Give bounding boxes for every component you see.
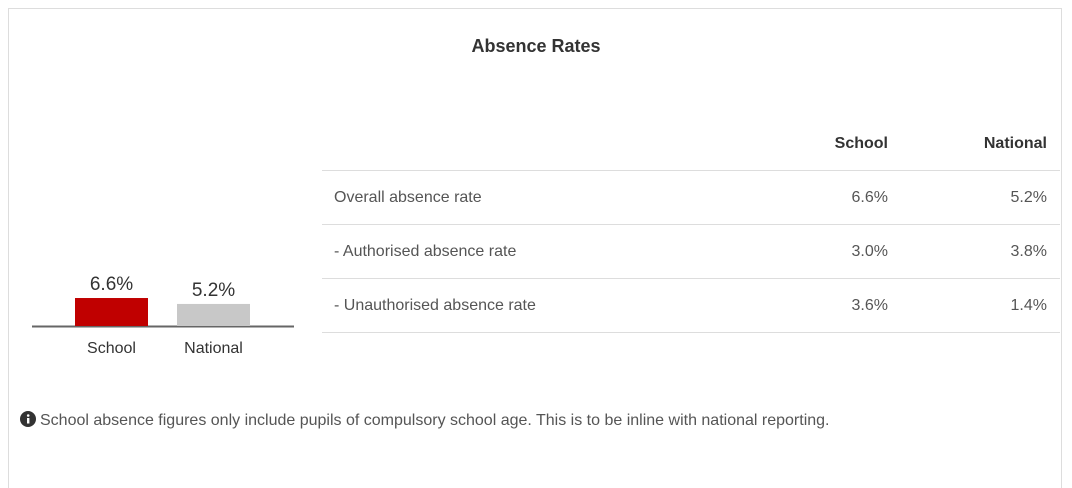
bar-chart: 6.6% School 5.2% National	[32, 274, 294, 357]
row-label: - Authorised absence rate	[334, 243, 517, 260]
info-note: School absence figures only include pupi…	[20, 405, 1020, 436]
cell-value: 3.0%	[851, 243, 888, 260]
table-header: School National	[322, 124, 1060, 171]
table-row: - Unauthorised absence rate 3.6% 1.4%	[322, 279, 1060, 333]
info-icon	[20, 411, 36, 427]
cell-value: 6.6%	[851, 189, 888, 206]
panel	[8, 8, 1062, 488]
value-label: 5.2%	[192, 280, 235, 301]
table-row: Overall absence rate 6.6% 5.2%	[322, 171, 1060, 225]
row-label: - Unauthorised absence rate	[334, 297, 536, 314]
row-label: Overall absence rate	[334, 189, 482, 206]
column-header: National	[983, 135, 1047, 152]
page: Absence Rates 6.6% School 5.2% National Sch…	[8, 8, 1062, 488]
panel-title: Absence Rates	[471, 36, 601, 56]
bar	[177, 303, 250, 326]
category-label: National	[184, 340, 243, 357]
category-label: School	[87, 340, 136, 357]
cell-value: 3.6%	[851, 297, 888, 314]
cell-value: 1.4%	[1010, 297, 1047, 314]
bar	[75, 298, 148, 326]
column-header: School	[834, 135, 888, 152]
cell-value: 3.8%	[1010, 243, 1047, 260]
cell-value: 5.2%	[1010, 189, 1047, 206]
table-row: - Authorised absence rate 3.0% 3.8%	[322, 225, 1060, 279]
note-text: School absence figures only include pupi…	[40, 412, 830, 429]
value-label: 6.6%	[90, 274, 133, 295]
absence-table: School National Overall absence rate 6.6%…	[322, 124, 1060, 333]
